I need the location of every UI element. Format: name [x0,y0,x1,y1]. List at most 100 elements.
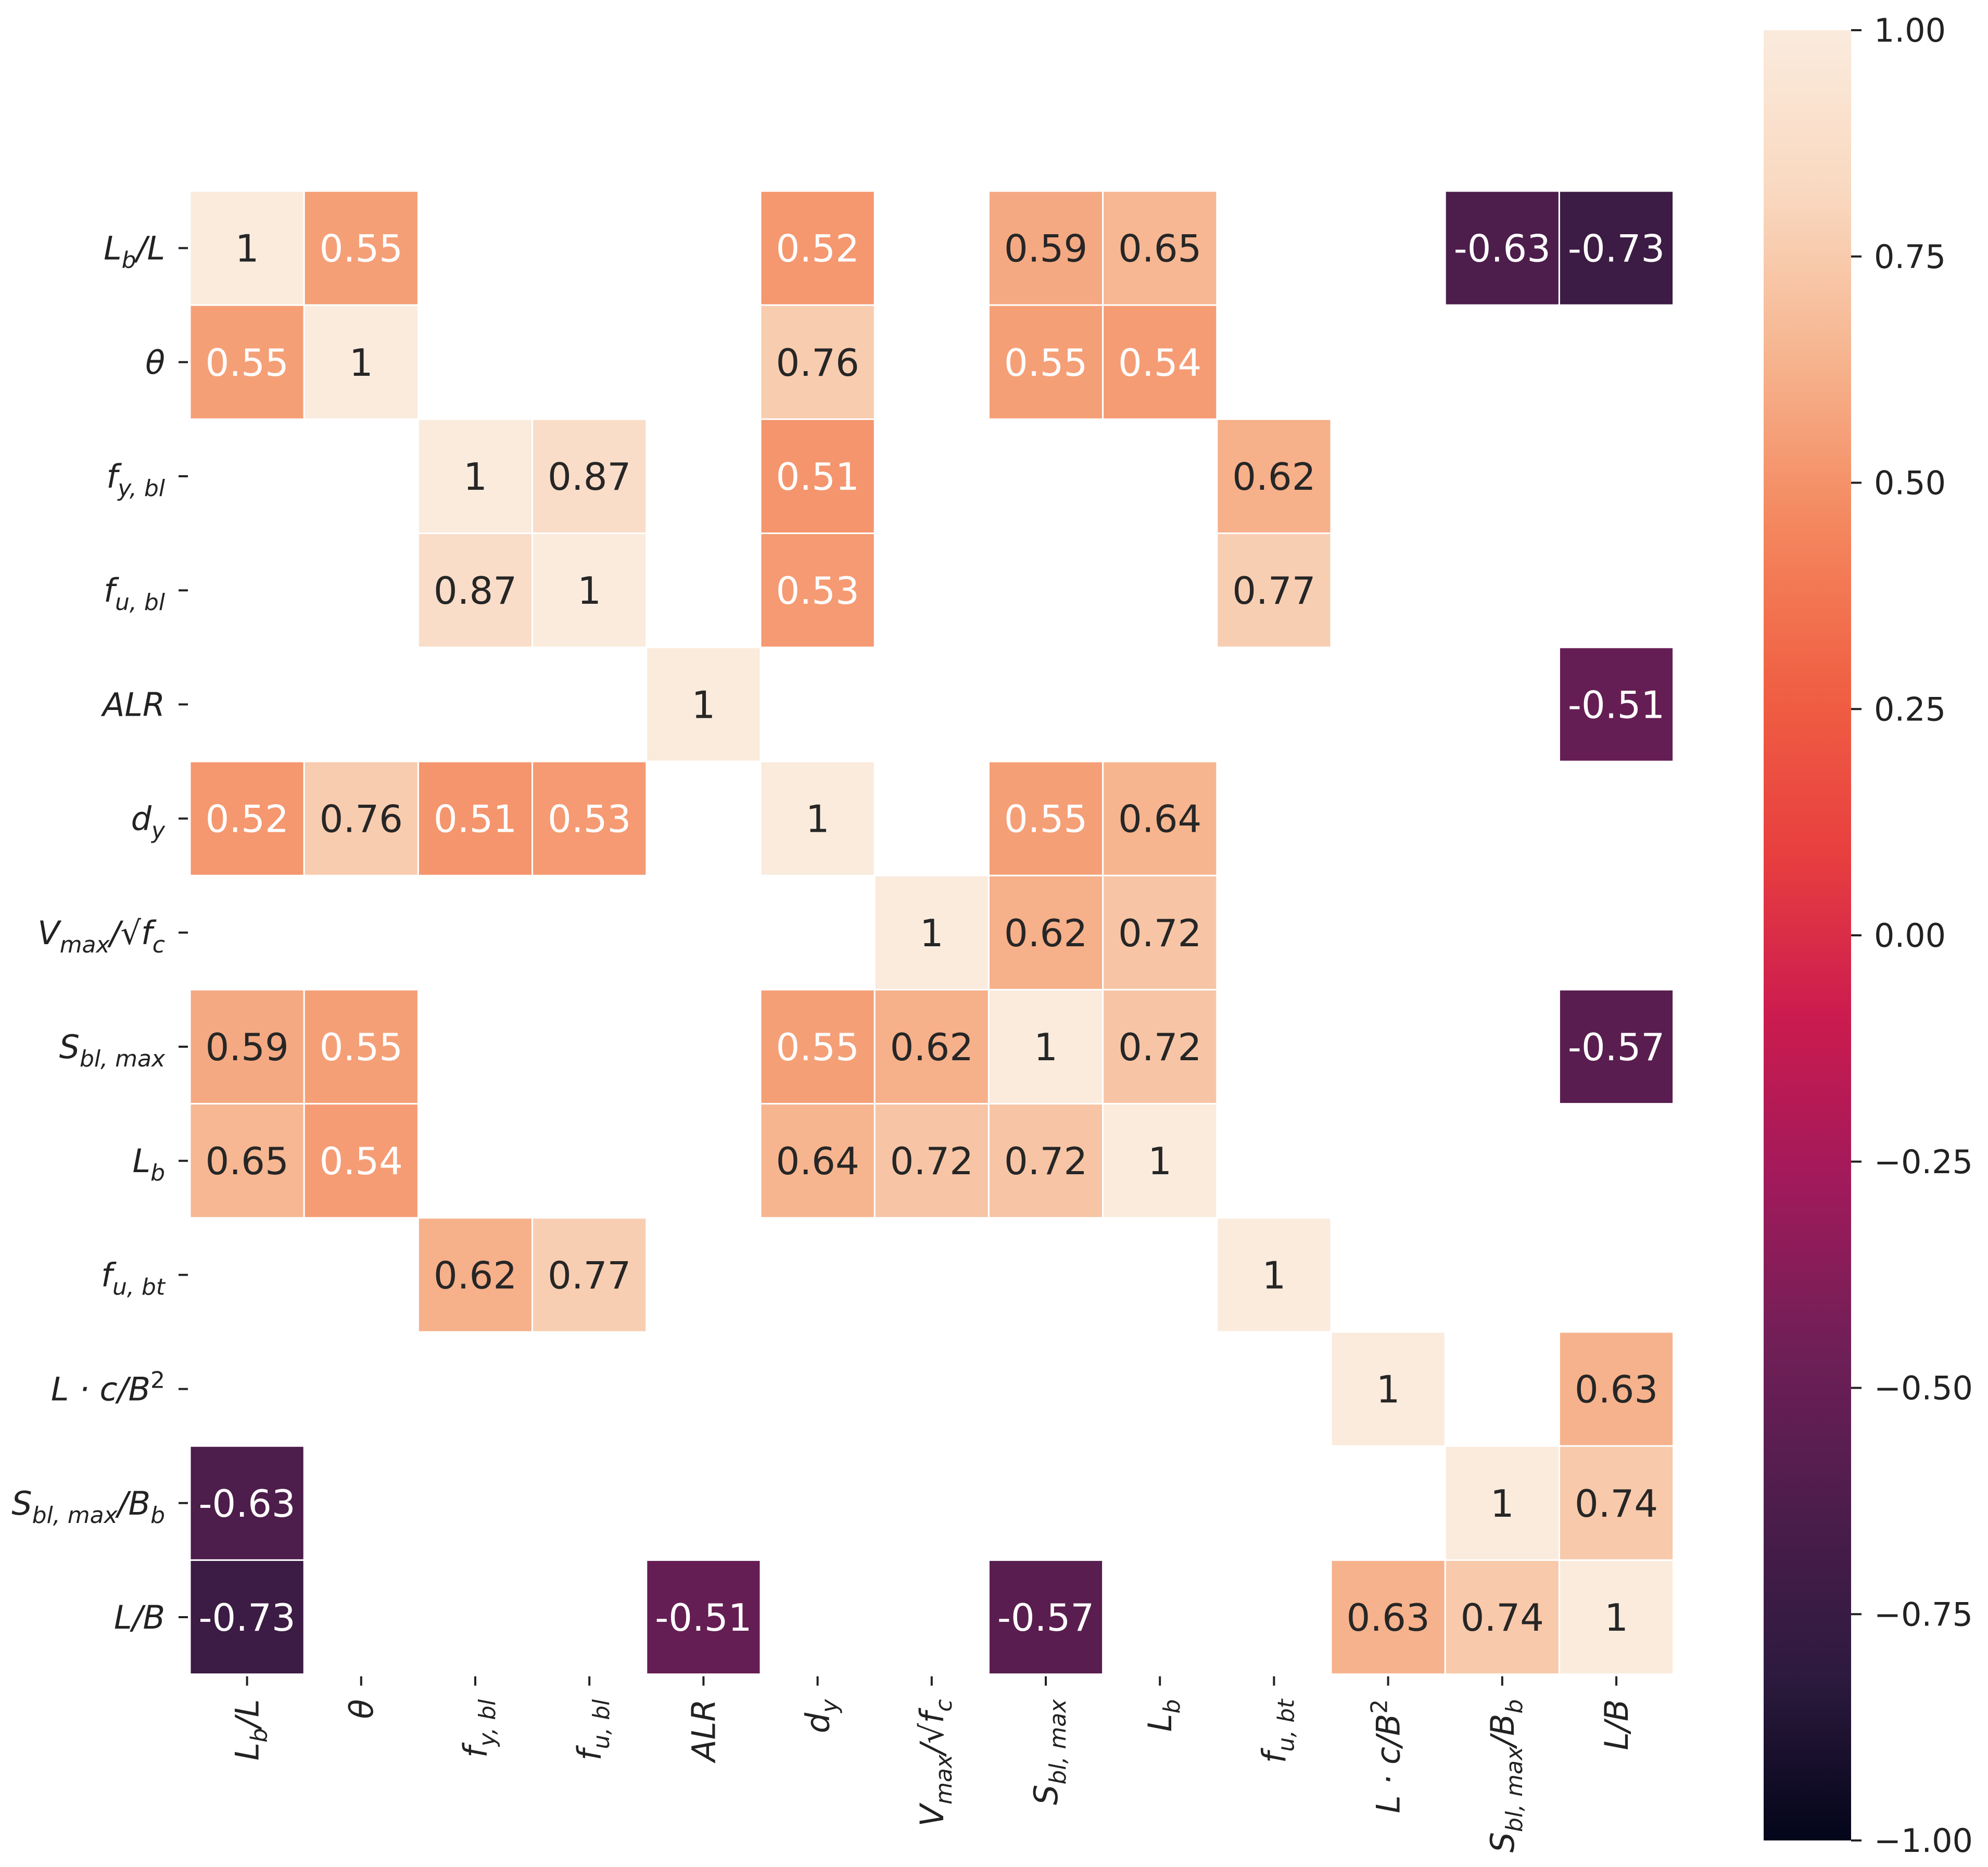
heatmap-cell: 1 [417,418,534,535]
heatmap-cell-fill [873,1103,990,1219]
heatmap-cell-fill [759,532,876,649]
heatmap-cell-label: 0.55 [1004,797,1087,841]
heatmap-cell-fill [759,418,876,535]
heatmap-cell: 0.52 [759,190,876,306]
label-sub: b [150,1502,165,1529]
heatmap-cell-label: 0.62 [434,1253,517,1297]
colorbar-tick-label: 1.00 [1874,11,1946,49]
colorbar-tick-label: −1.00 [1874,1822,1973,1860]
label-base: θ [343,1699,381,1719]
colorbar-bar [1764,30,1851,1840]
label-base: ALR [685,1699,723,1764]
x-axis-ticks: Lb/L θ fy, bl fu, bl ALR dy Vmax/√fc Sbl, max Lb… [229,1676,1636,1852]
heatmap-cell: 0.54 [1102,304,1218,420]
heatmap-cell: 0.65 [1102,190,1218,306]
x-tick-label: Lb/L [229,1699,273,1761]
heatmap-cell: 1 [1102,1103,1218,1219]
heatmap-cell-fill [1558,988,1675,1105]
label-base: d [131,800,152,838]
y-axis-ticks: Lb/L θ fy, bl fu, bl ALR dy Vmax/√fc Sbl, max Lb… [11,230,188,1636]
heatmap-cell-label: 0.77 [548,1253,631,1297]
heatmap-cell: 0.55 [987,760,1104,877]
label-base: S [11,1484,32,1522]
heatmap-cell-fill [759,988,876,1105]
heatmap-cell-fill [759,760,876,877]
heatmap-cell-label: 0.72 [1118,1025,1201,1069]
heatmap-cell-fill [1102,304,1218,420]
label-sub: c [931,1699,957,1712]
x-tick-label: L/B [1598,1699,1636,1750]
heatmap-cell-label: -0.51 [655,1596,752,1640]
heatmap-cell-fill [189,190,305,306]
label-sub: u, bl [115,589,166,616]
heatmap-cell: 1 [1330,1331,1446,1447]
heatmap-cell-label: 1 [463,455,487,499]
heatmap-cell: 1 [189,190,305,306]
heatmap-cell-fill [1330,1331,1446,1447]
heatmap-cell-fill [189,1445,305,1561]
heatmap-cell: 0.54 [303,1103,419,1219]
colorbar: 1.00 0.75 0.50 0.25 0.00 −0.25 −0.50 −0.75 −1.00 [1764,11,1973,1860]
x-tick-label: θ [343,1699,381,1719]
label-sub: max [60,932,110,958]
y-tick-label: ALR [100,685,165,723]
heatmap-cell-label: 0.52 [205,797,288,841]
heatmap-cell: 0.72 [1102,988,1218,1105]
heatmap-cell: 0.55 [759,988,876,1105]
heatmap-cell-fill [645,1559,762,1675]
heatmap-cell: 0.76 [759,304,876,420]
heatmap-cell-fill [1558,1331,1675,1447]
heatmap-cell-fill [531,760,648,877]
y-tick-label: fy, bl [106,458,165,502]
heatmap-cell: 0.76 [303,760,419,877]
x-tick-label: L · c/B2​ [1366,1699,1408,1813]
heatmap-cell-fill [303,304,419,420]
label-base: L · c/B [1370,1714,1408,1813]
y-tick-label: fu, bt [101,1256,166,1300]
heatmap-cell-label: 0.63 [1346,1596,1429,1640]
label-tail: /B [1484,1714,1522,1749]
label-base: L/B [1598,1699,1636,1750]
heatmap-cell-label: 0.76 [776,341,859,385]
colorbar-tick-label: 0.50 [1874,464,1946,502]
heatmap-cell: 0.72 [1102,874,1218,990]
heatmap-cell-label: 1 [806,797,830,841]
y-tick-label: fu, bl [104,571,166,616]
label-tail: /B [115,1484,150,1522]
colorbar-tick-label: −0.50 [1874,1369,1973,1407]
heatmap-cell-fill [189,304,305,420]
label-base: S [1484,1832,1522,1852]
heatmap-cell-fill [417,532,534,649]
heatmap-cell-fill [531,418,648,535]
heatmap-cell: 0.55 [189,304,305,420]
heatmap-cell-label: 0.72 [890,1139,973,1183]
heatmap-cell-fill [1558,1445,1675,1561]
heatmap-cell-label: 1 [1604,1596,1628,1640]
heatmap-cell: 0.65 [189,1103,305,1219]
heatmap-cell-fill [1102,988,1218,1105]
heatmap-cell: 0.51 [759,418,876,535]
y-tick-label: Vmax/√fc [37,914,165,958]
label-base: θ [145,344,165,382]
label-base: L/B [114,1598,165,1636]
heatmap-cell-label: 0.74 [1461,1596,1544,1640]
label-base: L [133,1142,151,1180]
heatmap-cell: 0.64 [759,1103,876,1219]
y-tick-label: Lb [133,1142,165,1186]
heatmap-cell-fill [1558,190,1675,306]
y-tick-label: L/B [114,1598,165,1636]
heatmap-cell-fill [987,1559,1104,1675]
heatmap-cell: 0.62 [987,874,1104,990]
label-base: L [1141,1714,1179,1732]
label-sub: c [153,932,165,958]
heatmap-cell: 1 [873,874,990,990]
heatmap-cell: 1 [1444,1445,1560,1561]
y-tick-label: dy [131,800,166,844]
heatmap-cell: 0.77 [531,1217,648,1333]
heatmap-cell-label: 0.87 [434,569,517,613]
heatmap-cell: 1 [531,532,648,649]
heatmap-cell-label: 0.54 [320,1139,403,1183]
y-tick-label: θ [145,344,165,382]
heatmap-cell: 0.55 [303,988,419,1105]
